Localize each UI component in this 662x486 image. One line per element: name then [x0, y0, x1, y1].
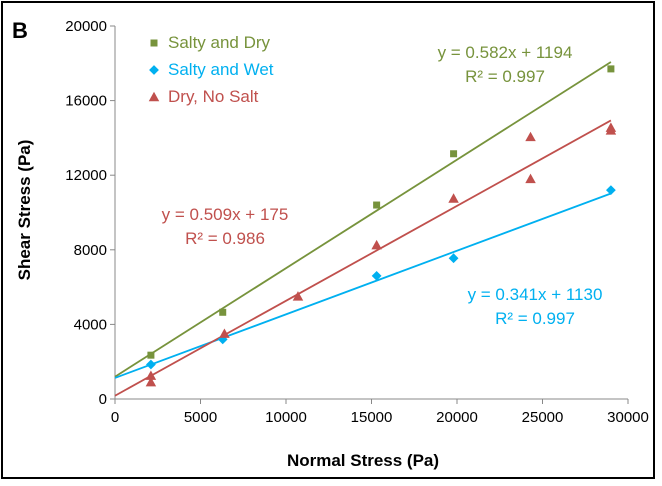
- data-point: [606, 185, 616, 196]
- legend-marker: [149, 65, 159, 75]
- data-point: [373, 201, 381, 209]
- trendline-equation: y = 0.509x + 175: [162, 205, 289, 224]
- trendline-2: [114, 119, 612, 397]
- trendline-equation: y = 0.341x + 1130: [468, 285, 603, 304]
- data-point: [219, 328, 230, 338]
- y-tick-label: 12000: [65, 167, 107, 184]
- data-points: [145, 65, 617, 387]
- y-tick-label: 4000: [74, 316, 107, 333]
- data-point: [219, 308, 227, 316]
- trendline-equation: y = 0.582x + 1194: [438, 43, 573, 62]
- x-axis-label: Normal Stress (Pa): [287, 451, 439, 470]
- y-tick-label: 16000: [65, 93, 107, 110]
- trendline-equations: y = 0.582x + 1194 R² = 0.997 y = 0.341x + …: [162, 43, 603, 328]
- y-tick-label: 0: [99, 391, 107, 408]
- axes: 0 5000 10000 15000 20000 25000 30000 0 4000 8000 1…: [65, 18, 649, 426]
- data-point: [145, 370, 157, 380]
- x-tick-label: 25000: [522, 409, 564, 426]
- data-point: [605, 125, 617, 135]
- x-tick-label: 0: [111, 409, 119, 426]
- data-point: [448, 253, 459, 264]
- legend-label: Salty and Dry: [168, 33, 271, 52]
- data-point: [450, 150, 458, 158]
- data-point: [217, 334, 228, 345]
- x-tick-label: 30000: [607, 409, 649, 426]
- data-point: [525, 131, 536, 142]
- data-point: [371, 271, 382, 281]
- data-point: [607, 65, 615, 73]
- y-tick-label: 20000: [65, 18, 107, 35]
- x-tick-label: 20000: [436, 409, 478, 426]
- y-axis-label: Shear Stress (Pa): [15, 140, 34, 281]
- x-tick-label: 10000: [265, 409, 307, 426]
- data-point: [147, 351, 155, 359]
- legend: Salty and Dry Salty and Wet Dry, No Salt: [148, 33, 274, 106]
- data-point: [292, 291, 304, 301]
- legend-label: Salty and Wet: [168, 60, 274, 79]
- trendline-1: [114, 192, 612, 379]
- x-tick-label: 5000: [184, 409, 217, 426]
- data-point: [371, 239, 382, 250]
- x-tick-label: 15000: [351, 409, 393, 426]
- trendlines: [114, 61, 612, 397]
- data-point: [448, 193, 459, 203]
- data-point: [525, 173, 536, 184]
- legend-marker: [148, 91, 160, 102]
- trendline-r-squared: R² = 0.997: [495, 309, 575, 328]
- y-tick-label: 8000: [74, 242, 107, 259]
- trendline-r-squared: R² = 0.997: [465, 67, 545, 86]
- legend-label: Dry, No Salt: [168, 87, 259, 106]
- trendline-0: [114, 61, 612, 378]
- panel-label: B: [12, 18, 28, 43]
- legend-marker: [150, 39, 158, 47]
- data-point: [146, 359, 156, 370]
- data-point: [145, 376, 157, 387]
- trendline-r-squared: R² = 0.986: [185, 229, 265, 248]
